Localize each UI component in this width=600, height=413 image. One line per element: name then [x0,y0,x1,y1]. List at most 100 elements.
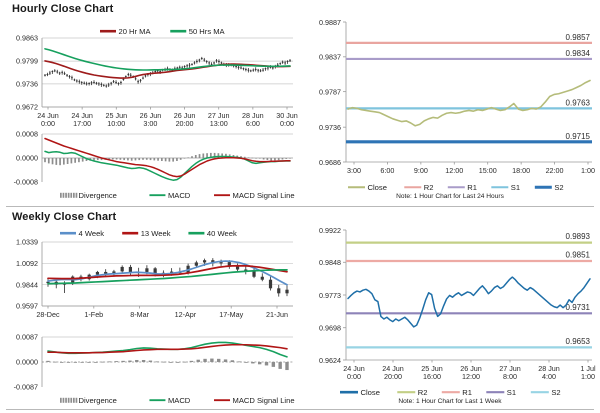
divergence-bar [142,158,144,160]
divergence-bar [183,158,186,159]
section-divider-2 [6,409,594,410]
y-axis-tick-label: 0.9787 [319,87,341,96]
divergence-bar [209,152,212,158]
divergence-bar [168,158,171,162]
legend-item-s1: S1 [486,388,516,397]
divergence-bar [100,361,105,363]
price-bar-body [145,268,149,272]
x-axis-tick-label: 10:00 [107,119,125,128]
legend-item-close: Close [340,388,380,397]
price-bar-body [277,288,281,294]
divergence-bar [114,361,118,362]
divergence-bar [274,158,276,161]
divergence-bar [121,360,125,362]
divergence-bar [217,153,220,158]
divergence-bar [281,158,284,160]
x-axis-tick-label: 0:00 [280,119,294,128]
legend-label: MACD Signal Line [233,396,295,405]
legend-item-s2: S2 [534,183,564,192]
divergence-bar [47,158,50,164]
divergence-bar [289,158,291,159]
x-axis-tick-label: 6:00 [380,166,394,175]
divergence-bar [266,158,269,161]
divergence-bar [108,158,110,160]
divergence-bar [74,158,77,163]
price-bar-body [194,262,198,266]
weekly-macd-chart: 0.0087 0.0000 -0.0087 Divergence MACD MACD Si… [0,329,300,409]
price-bar-body [128,266,133,273]
legend-label: Divergence [79,396,117,405]
divergence-bar [138,158,141,161]
series-close [347,79,591,127]
divergence-bar [262,158,265,160]
divergence-bar [134,158,137,161]
legend-label: S2 [554,183,563,192]
y-axis-tick-label: -0.0008 [14,178,38,187]
hourly-close-svg: 20 Hr MA 50 Hrs MA 0.9863 0.9799 0.9736 0.967… [16,27,298,128]
x-axis-tick-label: 0:00 [347,372,361,381]
y-axis-tick-label: 0.0000 [16,358,38,367]
divergence-bar [135,359,139,362]
x-axis-tick-label: 26 Jun [460,364,482,373]
x-axis-tick-label: 24 Jun [343,364,365,373]
divergence-bar [244,362,248,363]
level-value-s1: 0.9763 [566,98,591,107]
x-axis-tick-label: 26 Jun [174,111,196,120]
y-axis-tick-label: 0.9686 [319,158,341,167]
divergence-bar [203,358,207,362]
x-axis-tick-label: 28 Jun [242,111,264,120]
y-axis-tick-label: 0.9624 [319,356,341,365]
divergence-bar [46,360,50,362]
divergence-bar [196,359,200,362]
divergence-bar [51,158,54,165]
legend-label: R2 [418,388,428,397]
y-axis-tick-label: 0.9863 [16,34,38,43]
divergence-bar [164,158,167,162]
price-bar-body [120,266,124,272]
divergence-bar [78,158,80,163]
divergence-bar [187,157,190,158]
x-axis-tick-label: 20:00 [176,119,194,128]
x-axis-tick-label: 27 Jun [208,111,230,120]
divergence-bar [162,361,166,363]
divergence-bar [157,158,159,161]
legend-label: S2 [551,388,560,397]
divergence-bar [258,158,261,159]
x-axis-tick-label: 24 Jun [37,111,59,120]
price-bar-body [235,266,240,270]
chart-note: Note: 1 Hour Chart for Last 1 Week [398,398,502,405]
series-13-week [47,264,288,280]
weekly-section-title: Weekly Close Chart [12,211,117,223]
divergence-bar [217,358,221,362]
legend-label: 20 Hr MA [119,27,152,36]
divergence-bar [44,158,46,163]
legend-item-50-hrs-ma: 50 Hrs MA [170,27,226,36]
price-bar-body [285,289,289,294]
divergence-bar [130,158,133,161]
series-50-hrs-ma [44,48,291,71]
divergence-bar [123,158,126,161]
series-close [347,276,591,328]
x-axis-tick-label: 6:00 [246,119,260,128]
legend-label: MACD [168,191,191,200]
price-bar-body [227,262,231,267]
series-4-week [47,260,288,286]
x-axis-tick-label: 1:00 [581,372,595,381]
legend-item-40-week: 40 Week [188,229,237,238]
hourly-close-chart: 20 Hr MA 50 Hrs MA 0.9863 0.9799 0.9736 0.967… [0,12,300,134]
x-axis-tick-label: 13:00 [210,119,228,128]
y-axis-tick-label: -0.0087 [14,383,38,392]
divergence-bar [100,158,103,161]
divergence-bar [176,158,178,161]
x-axis-tick-label: 9:00 [414,166,428,175]
y-axis-tick-label: 0.9672 [16,103,38,112]
x-axis-tick-label: 17:00 [73,119,91,128]
hourly-macd-svg: 0.0008 0.0000 -0.0008 Divergence MACD MACD Si… [14,130,295,200]
x-axis-tick-label: 8:00 [503,372,517,381]
divergence-bar [251,362,255,364]
level-value-r1: 0.9834 [566,49,591,58]
divergence-bar [277,158,280,161]
divergence-bar [107,361,112,363]
weekly-macd-svg: 0.0087 0.0000 -0.0087 Divergence MACD MACD Si… [14,333,295,405]
